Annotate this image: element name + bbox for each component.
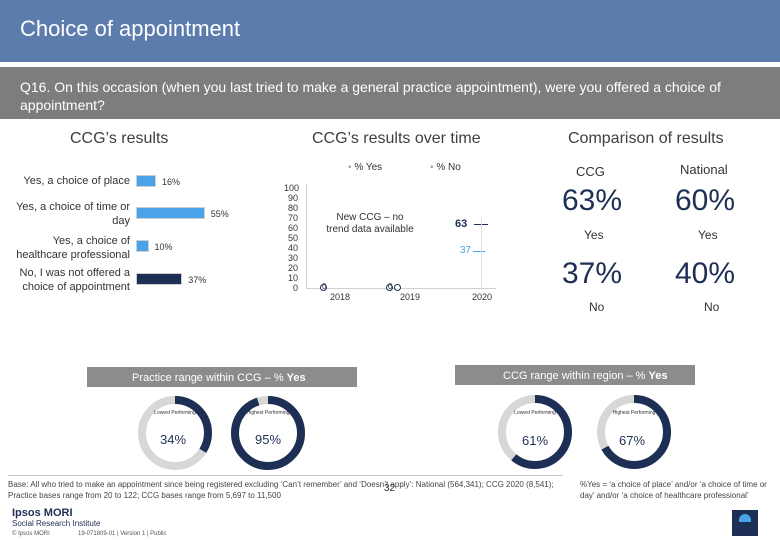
region-range-label-bold: Yes (648, 370, 668, 382)
region-highest-value: 67% (619, 433, 646, 448)
ccg-no-label: No (589, 300, 605, 314)
x-label-2019: 2019 (400, 292, 421, 302)
logo-ipsos-mori: Ipsos MORI (12, 507, 73, 519)
no-2020-label: 37 (460, 245, 472, 256)
region-lowest-arc (498, 395, 572, 469)
region-highest-gauge (597, 395, 671, 469)
national-no-label: No (704, 300, 720, 314)
bar-no-choice (136, 273, 183, 285)
comparison-heading: Comparison of results (568, 130, 724, 147)
bar-choice-of-place (136, 175, 156, 187)
region-range-label: CCG range within region – % (503, 370, 649, 382)
bar-label-no-choice: No, I was not offered a choice of appoin… (19, 267, 130, 293)
marker-2019-yes (386, 284, 393, 291)
region-highest-arc (597, 395, 671, 469)
marker-2019-no (394, 284, 401, 291)
question-banner: Q16. On this occasion (when you last tri… (0, 67, 780, 119)
ipsos-logo-arc (739, 514, 751, 522)
legend-yes: ▪ % Yes (348, 162, 382, 173)
national-yes-label: Yes (698, 228, 718, 242)
base-note: Base: All who tried to make an appointme… (8, 480, 554, 500)
ccg-no-value: 37% (562, 257, 623, 290)
no-trend-note: New CCG – no trend data available (326, 212, 414, 235)
ccg-yes-value: 63% (562, 184, 623, 217)
practice-lowest-label: Lowest Performing (154, 410, 196, 416)
bar-label-choice-of-time: Yes, a choice of time or day (16, 201, 130, 227)
y-tick: 20 (287, 263, 298, 273)
zero-label-2019: 0 (388, 282, 393, 291)
national-yes-value: 60% (675, 184, 736, 217)
ipsos-logo-icon (732, 510, 758, 536)
y-tick: 50 (287, 233, 298, 243)
ccg-yes-label: Yes (584, 228, 604, 242)
bar-label-choice-of-professional: Yes, a choice of healthcare professional (16, 235, 130, 261)
practice-lowest-gauge (138, 396, 212, 470)
y-tick: 60 (287, 223, 298, 233)
region-lowest-gauge (498, 395, 572, 469)
bar-choice-of-time (136, 207, 205, 219)
region-range-banner: CCG range within region – % Yes (455, 365, 695, 385)
practice-highest-arc (231, 396, 305, 470)
x-axis-line (306, 288, 496, 289)
pct-choice-of-place: 16% (162, 177, 181, 187)
footer-divider (8, 475, 563, 476)
practice-highest-value: 95% (255, 432, 282, 447)
legend-yes-marker: ▪ (348, 162, 352, 173)
logo-sri: Social Research Institute (12, 519, 101, 528)
legend-no-label: % No (436, 162, 461, 173)
page-number: 32 (384, 483, 396, 494)
legend-no-marker: ▪ (430, 162, 434, 173)
question-text: Q16. On this occasion (when you last tri… (20, 79, 721, 113)
practice-range-label: Practice range within CCG – % (132, 372, 287, 384)
practice-highest-gauge (231, 396, 305, 470)
pct-no-choice: 37% (188, 275, 207, 285)
year-2020-guide (481, 218, 482, 290)
ccg-results-heading: CCG’s results (70, 130, 169, 147)
y-axis-line (306, 184, 307, 289)
legend-yes-label: % Yes (354, 162, 383, 173)
y-tick: 30 (287, 253, 298, 263)
y-tick: 80 (287, 203, 298, 213)
y-tick: 0 (292, 283, 298, 293)
ccg-column-head: CCG (576, 164, 605, 179)
x-label-2018: 2018 (330, 292, 351, 302)
practice-lowest-arc (138, 396, 212, 470)
pct-choice-of-professional: 10% (154, 242, 173, 252)
practice-highest-label: Highest Performing (246, 410, 290, 416)
title-bar: Choice of appointment (0, 0, 780, 62)
y-tick: 100 (284, 183, 300, 193)
practice-range-banner: Practice range within CCG – % Yes (87, 367, 357, 387)
zero-label-2018: 0 (322, 282, 327, 291)
yes-definition-note: %Yes = ‘a choice of place’ and/or ‘a cho… (580, 480, 767, 500)
region-lowest-label: Lowest Performing (514, 410, 556, 416)
region-highest-label: Highest Performing (612, 410, 656, 416)
national-column-head: National (680, 162, 728, 177)
y-tick: 40 (287, 243, 298, 253)
version-info: 19-071809-01 | Version 1 | Public (78, 531, 167, 537)
practice-range-label-bold: Yes (286, 372, 306, 384)
region-lowest-value: 61% (522, 433, 549, 448)
copyright: © Ipsos MORI (12, 531, 50, 537)
practice-lowest-value: 34% (160, 432, 187, 447)
pct-choice-of-time: 55% (210, 209, 229, 219)
no-2020-dash (473, 251, 485, 252)
bar-label-choice-of-place: Yes, a choice of place (23, 175, 130, 187)
marker-2018 (320, 284, 327, 291)
yes-2020-label: 63 (455, 218, 468, 230)
y-tick: 70 (287, 213, 298, 223)
legend-no: ▪ % No (430, 162, 461, 173)
y-tick: 90 (287, 193, 298, 203)
bar-choice-of-professional (136, 240, 149, 252)
page-title: Choice of appointment (20, 16, 241, 41)
over-time-heading: CCG’s results over time (312, 130, 481, 147)
x-label-2020: 2020 (472, 292, 493, 302)
national-no-value: 40% (675, 257, 736, 290)
y-tick: 10 (287, 273, 298, 283)
